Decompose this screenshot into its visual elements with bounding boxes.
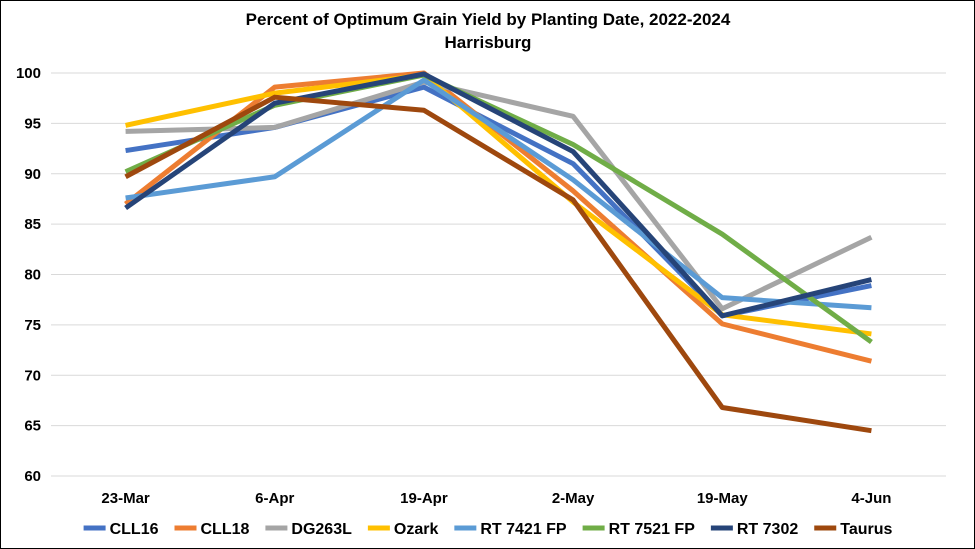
legend-label: CLL16 — [110, 521, 159, 538]
legend-item: Ozark — [367, 521, 439, 538]
series-line-taurus — [124, 94, 872, 434]
y-tick-label: 90 — [24, 166, 41, 183]
y-tick-label: 70 — [24, 367, 41, 384]
legend-label: CLL18 — [201, 521, 250, 538]
legend-item: DG263L — [265, 521, 352, 538]
legend-item: RT 7302 — [710, 521, 798, 538]
y-tick-label: 100 — [16, 65, 41, 82]
series-line-rt-7302 — [124, 71, 873, 319]
x-tick-label: 19-May — [697, 490, 749, 507]
gridlines — [51, 72, 946, 477]
legend-item: RT 7421 FP — [454, 521, 567, 538]
series-line-dg263l — [125, 79, 873, 312]
legend: CLL16 CLL18 DG263L Ozark RT 7421 FP RT 7521 F… — [83, 521, 893, 538]
legend-label: RT 7421 FP — [480, 521, 567, 538]
y-tick-label: 75 — [24, 317, 41, 334]
x-tick-label: 23-Mar — [101, 490, 150, 507]
x-tick-label: 19-Apr — [400, 490, 448, 507]
series-line-ozark — [125, 72, 872, 337]
legend-label: RT 7302 — [737, 521, 798, 538]
series-lines — [124, 70, 873, 434]
y-tick-label: 65 — [24, 418, 41, 435]
x-tick-label: 6-Apr — [255, 490, 294, 507]
legend-item: CLL18 — [174, 521, 250, 538]
chart-subtitle: Harrisburg — [445, 33, 532, 52]
x-axis-ticks: 23-Mar 6-Apr 19-Apr 2-May 19-May 4-Jun — [101, 490, 891, 507]
y-tick-label: 80 — [24, 267, 41, 284]
x-tick-label: 2-May — [552, 490, 595, 507]
legend-label: DG263L — [291, 521, 352, 538]
y-tick-label: 95 — [24, 115, 41, 132]
y-axis-ticks: 60 65 70 75 80 85 90 95 100 — [16, 65, 41, 485]
legend-label: Ozark — [394, 521, 439, 538]
x-tick-label: 4-Jun — [851, 490, 891, 507]
series-line-rt-7521-fp — [124, 72, 873, 345]
legend-item: Taurus — [814, 521, 893, 538]
y-tick-label: 85 — [24, 216, 41, 233]
legend-item: CLL16 — [83, 521, 159, 538]
chart-title: Percent of Optimum Grain Yield by Planti… — [246, 10, 731, 29]
legend-label: RT 7521 FP — [609, 521, 696, 538]
series-line-rt-7421-fp — [125, 77, 872, 311]
legend-label: Taurus — [840, 521, 892, 538]
y-tick-label: 60 — [24, 468, 41, 485]
legend-item: RT 7521 FP — [582, 521, 696, 538]
